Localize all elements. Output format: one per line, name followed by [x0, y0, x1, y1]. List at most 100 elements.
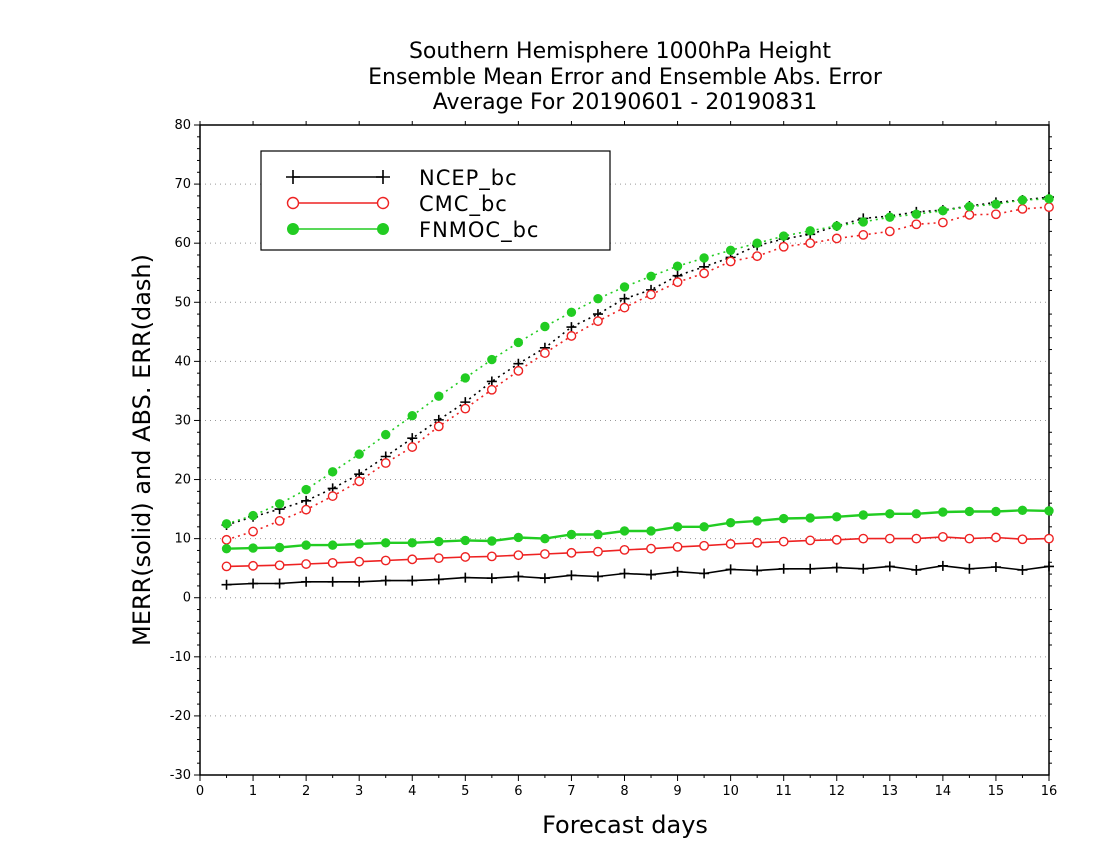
merr-point-fnmoc-bc — [301, 540, 311, 550]
abs-err-point-cmc-bc — [380, 458, 391, 468]
abs-err-point-fnmoc-bc — [354, 449, 364, 459]
x-tick-label: 15 — [988, 784, 1005, 799]
series-abs-err-fnmoc-bc — [221, 194, 1054, 529]
merr-point-fnmoc-bc — [725, 517, 736, 528]
x-tick-label: 14 — [935, 784, 952, 799]
abs-err-point-cmc-bc — [778, 241, 789, 252]
merr-point-cmc-bc — [460, 552, 471, 562]
merr-point-fnmoc-bc — [778, 513, 789, 524]
x-tick-label: 2 — [302, 784, 310, 799]
merr-point-ncep-bc — [937, 560, 948, 571]
merr-point-fnmoc-bc — [434, 536, 444, 547]
grid-layer — [200, 183, 1049, 717]
merr-point-cmc-bc — [752, 537, 763, 548]
x-tick-label: 16 — [1041, 784, 1058, 799]
merr-point-fnmoc-bc — [248, 543, 258, 553]
y-tick-label: 80 — [174, 118, 191, 133]
y-tick-label: 50 — [174, 295, 191, 310]
merr-point-ncep-bc — [380, 575, 391, 586]
abs-err-point-cmc-bc — [513, 365, 524, 376]
chart-title-line-2: Ensemble Mean Error and Ensemble Abs. Er… — [368, 65, 883, 90]
merr-point-cmc-bc — [699, 540, 709, 551]
abs-err-point-ncep-bc — [566, 322, 577, 333]
merr-point-ncep-bc — [805, 563, 816, 574]
merr-point-cmc-bc — [274, 560, 285, 571]
merr-point-fnmoc-bc — [699, 522, 709, 532]
merr-point-cmc-bc — [672, 542, 683, 552]
abs-err-point-cmc-bc — [725, 256, 736, 267]
abs-err-point-cmc-bc — [540, 348, 550, 358]
legend-label-fnmoc-bc: FNMOC_bc — [419, 218, 539, 243]
abs-err-point-fnmoc-bc — [938, 205, 948, 216]
legend-box — [260, 150, 611, 251]
merr-point-ncep-bc — [592, 571, 603, 582]
merr-point-ncep-bc — [1017, 564, 1028, 575]
merr-point-fnmoc-bc — [805, 513, 815, 523]
merr-point-cmc-bc — [858, 533, 869, 544]
merr-point-cmc-bc — [831, 534, 842, 545]
abs-err-point-fnmoc-bc — [672, 261, 683, 271]
merr-point-fnmoc-bc — [460, 535, 471, 546]
merr-point-fnmoc-bc — [354, 539, 364, 549]
merr-point-fnmoc-bc — [619, 526, 630, 536]
abs-err-point-cmc-bc — [937, 217, 948, 228]
abs-err-point-cmc-bc — [805, 238, 816, 249]
merr-point-ncep-bc — [566, 570, 577, 581]
merr-point-fnmoc-bc — [513, 532, 524, 543]
abs-err-point-cmc-bc — [1017, 204, 1028, 214]
y-tick-label: 10 — [174, 532, 191, 547]
merr-point-ncep-bc — [248, 578, 259, 589]
abs-err-point-cmc-bc — [858, 230, 869, 240]
y-tick-label: 70 — [174, 177, 191, 192]
abs-err-point-cmc-bc — [354, 476, 365, 487]
abs-err-point-fnmoc-bc — [487, 354, 497, 365]
abs-err-point-fnmoc-bc — [619, 282, 630, 292]
series-merr-fnmoc-bc — [221, 505, 1054, 554]
merr-point-cmc-bc — [725, 539, 736, 549]
abs-err-point-fnmoc-bc — [460, 373, 471, 383]
abs-err-point-fnmoc-bc — [885, 212, 895, 222]
abs-err-point-cmc-bc — [646, 289, 656, 300]
merr-point-cmc-bc — [619, 544, 630, 555]
merr-point-fnmoc-bc — [938, 507, 948, 517]
abs-err-point-cmc-bc — [221, 534, 232, 545]
merr-point-cmc-bc — [646, 543, 656, 554]
x-tick-label: 8 — [620, 784, 628, 799]
merr-line-ncep-bc — [226, 564, 1050, 586]
merr-point-cmc-bc — [884, 533, 895, 544]
merr-point-cmc-bc — [540, 549, 550, 559]
x-tick-label: 12 — [828, 784, 845, 799]
series-abs-err-cmc-bc — [221, 202, 1054, 545]
merr-point-cmc-bc — [778, 536, 789, 547]
x-tick-label: 9 — [673, 784, 681, 799]
merr-point-ncep-bc — [460, 572, 471, 583]
merr-point-ncep-bc — [884, 561, 895, 572]
legend-marker-fnmoc-bc — [287, 223, 299, 235]
abs-err-point-fnmoc-bc — [805, 226, 815, 236]
x-tick-label: 13 — [882, 784, 899, 799]
abs-err-point-fnmoc-bc — [725, 245, 736, 255]
merr-point-cmc-bc — [991, 532, 1001, 543]
merr-line-cmc-bc — [226, 536, 1050, 568]
merr-point-cmc-bc — [433, 553, 444, 564]
merr-point-fnmoc-bc — [964, 506, 975, 517]
merr-point-fnmoc-bc — [487, 536, 497, 546]
merr-point-fnmoc-bc — [672, 522, 683, 532]
abs-err-point-fnmoc-bc — [540, 321, 550, 332]
abs-err-point-ncep-bc — [301, 495, 312, 506]
merr-point-fnmoc-bc — [540, 533, 550, 544]
merr-point-fnmoc-bc — [407, 538, 417, 548]
abs-err-point-cmc-bc — [752, 251, 763, 262]
abs-err-point-fnmoc-bc — [1044, 194, 1054, 204]
merr-point-cmc-bc — [327, 557, 338, 568]
series-merr-cmc-bc — [221, 531, 1054, 572]
abs-err-point-fnmoc-bc — [858, 217, 868, 227]
abs-err-point-cmc-bc — [964, 209, 975, 220]
merr-point-fnmoc-bc — [858, 510, 868, 520]
series-layer — [221, 192, 1054, 590]
abs-err-point-fnmoc-bc — [911, 209, 922, 219]
abs-err-point-cmc-bc — [433, 421, 444, 432]
legend-label-ncep-bc: NCEP_bc — [419, 166, 518, 191]
